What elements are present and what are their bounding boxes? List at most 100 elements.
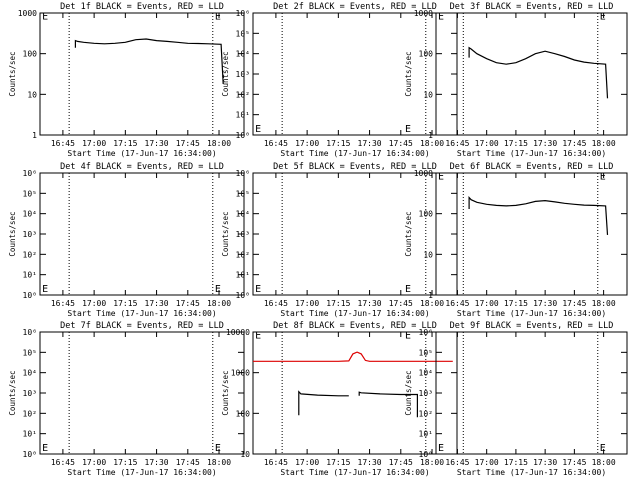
plot-frame-2	[252, 12, 458, 136]
marker-7-2: E	[215, 443, 221, 454]
chart-title-8: Det 8f BLACK = Events, RED = LLD	[273, 321, 437, 331]
chart-title-3: Det 3f BLACK = Events, RED = LLD	[450, 2, 614, 12]
marker-2-2: E	[405, 124, 411, 135]
plot-frame-7	[39, 331, 245, 455]
x-tick-label-5-2: 17:00	[295, 299, 319, 308]
marker-6-2: E	[600, 171, 606, 182]
y-tick-label-2-1: 10⁰	[236, 131, 250, 140]
y-axis-label-9: Counts/sec	[404, 370, 413, 415]
y-tick-label-9-3: 10²	[419, 409, 433, 418]
marker-6-1: E	[438, 171, 444, 182]
y-axis-label-3: Counts/sec	[404, 51, 413, 96]
x-tick-label-2-2: 17:00	[295, 139, 319, 148]
chart-title-7: Det 7f BLACK = Events, RED = LLD	[60, 321, 224, 331]
chart-title-4: Det 4f BLACK = Events, RED = LLD	[60, 162, 224, 172]
y-tick-label-5-6: 10⁵	[236, 189, 250, 198]
y-tick-label-7-3: 10²	[23, 409, 37, 418]
y-tick-label-2-7: 10⁶	[236, 9, 250, 18]
x-tick-label-7-3: 17:15	[113, 458, 137, 467]
marker-9-1: E	[438, 443, 444, 454]
y-axis-label-5: Counts/sec	[221, 211, 230, 256]
y-axis-label-8: Counts/sec	[221, 370, 230, 415]
marker-8-2: E	[405, 330, 411, 341]
x-tick-label-4-1: 16:45	[51, 299, 75, 308]
x-tick-label-3-6: 18:00	[592, 139, 616, 148]
y-tick-label-1-2: 10	[27, 90, 37, 99]
marker-4-1: E	[42, 284, 48, 295]
x-tick-label-9-4: 17:30	[533, 458, 557, 467]
y-axis-label-4: Counts/sec	[8, 211, 17, 256]
x-tick-label-3-3: 17:15	[504, 139, 528, 148]
x-tick-label-3-5: 17:45	[562, 139, 586, 148]
y-tick-label-8-2: 100	[236, 409, 251, 418]
y-tick-label-2-4: 10³	[236, 70, 250, 79]
y-tick-label-5-3: 10²	[236, 250, 250, 259]
y-tick-label-8-1: 10	[240, 450, 250, 459]
x-tick-label-6-1: 16:45	[445, 299, 469, 308]
y-tick-label-3-3: 100	[419, 50, 434, 59]
y-axis-label-1: Counts/sec	[8, 51, 17, 96]
x-axis-label-2: Start Time (17-Jun-17 16:34:00)	[280, 149, 429, 158]
marker-7-1: E	[42, 443, 48, 454]
series-line-3-1	[468, 46, 609, 99]
x-tick-label-7-2: 17:00	[82, 458, 106, 467]
marker-1-1: E	[42, 11, 48, 22]
chart-title-1: Det 1f BLACK = Events, RED = LLD	[60, 2, 224, 12]
y-tick-label-1-1: 1	[32, 131, 37, 140]
y-tick-label-7-1: 10⁰	[23, 450, 37, 459]
y-tick-label-9-6: 10⁵	[419, 348, 433, 357]
y-tick-label-4-6: 10⁵	[23, 189, 37, 198]
x-tick-label-5-5: 17:45	[389, 299, 413, 308]
y-tick-label-1-4: 1000	[18, 9, 37, 18]
x-axis-label-4: Start Time (17-Jun-17 16:34:00)	[67, 309, 216, 318]
x-axis-label-3: Start Time (17-Jun-17 16:34:00)	[457, 149, 606, 158]
chart-title-9: Det 9f BLACK = Events, RED = LLD	[450, 321, 614, 331]
x-tick-label-1-3: 17:15	[113, 139, 137, 148]
y-tick-label-4-7: 10⁶	[23, 169, 37, 178]
y-tick-label-8-3: 1000	[231, 369, 250, 378]
x-axis-label-6: Start Time (17-Jun-17 16:34:00)	[457, 309, 606, 318]
x-tick-label-1-6: 18:00	[207, 139, 231, 148]
chart-title-5: Det 5f BLACK = Events, RED = LLD	[273, 162, 437, 172]
x-tick-label-5-3: 17:15	[326, 299, 350, 308]
y-tick-label-2-6: 10⁵	[236, 29, 250, 38]
y-axis-label-7: Counts/sec	[8, 370, 17, 415]
y-tick-label-2-2: 10¹	[236, 111, 250, 120]
y-tick-label-6-2: 10	[423, 250, 433, 259]
x-tick-label-4-2: 17:00	[82, 299, 106, 308]
y-tick-label-7-7: 10⁶	[23, 328, 37, 337]
y-tick-label-6-1: 1	[428, 291, 433, 300]
marker-5-2: E	[405, 284, 411, 295]
x-tick-label-6-3: 17:15	[504, 299, 528, 308]
y-tick-label-7-6: 10⁵	[23, 348, 37, 357]
y-tick-label-7-4: 10³	[23, 389, 37, 398]
y-tick-label-4-5: 10⁴	[23, 210, 37, 219]
x-tick-label-2-3: 17:15	[326, 139, 350, 148]
y-tick-label-9-7: 10⁶	[419, 328, 433, 337]
x-tick-label-2-6: 18:00	[420, 139, 444, 148]
x-tick-label-9-3: 17:15	[504, 458, 528, 467]
y-axis-label-2: Counts/sec	[221, 51, 230, 96]
marker-3-1: E	[438, 11, 444, 22]
x-tick-label-6-6: 18:00	[592, 299, 616, 308]
x-tick-label-7-5: 17:45	[176, 458, 200, 467]
x-axis-label-9: Start Time (17-Jun-17 16:34:00)	[457, 468, 606, 477]
x-tick-label-9-2: 17:00	[475, 458, 499, 467]
marker-3-2: E	[600, 11, 606, 22]
x-tick-label-3-2: 17:00	[475, 139, 499, 148]
plot-frame-6	[435, 172, 628, 296]
y-tick-label-2-5: 10⁴	[236, 50, 250, 59]
series-line-8-3	[253, 351, 453, 362]
x-axis-label-1: Start Time (17-Jun-17 16:34:00)	[67, 149, 216, 158]
x-axis-label-8: Start Time (17-Jun-17 16:34:00)	[280, 468, 429, 477]
x-tick-label-4-5: 17:45	[176, 299, 200, 308]
x-tick-label-6-5: 17:45	[562, 299, 586, 308]
x-tick-label-4-3: 17:15	[113, 299, 137, 308]
x-tick-label-1-4: 17:30	[145, 139, 169, 148]
y-tick-label-5-1: 10⁰	[236, 291, 250, 300]
series-line-6-1	[468, 195, 609, 235]
x-tick-label-7-4: 17:30	[145, 458, 169, 467]
x-tick-label-5-6: 18:00	[420, 299, 444, 308]
chart-title-6: Det 6f BLACK = Events, RED = LLD	[450, 162, 614, 172]
y-tick-label-4-1: 10⁰	[23, 291, 37, 300]
